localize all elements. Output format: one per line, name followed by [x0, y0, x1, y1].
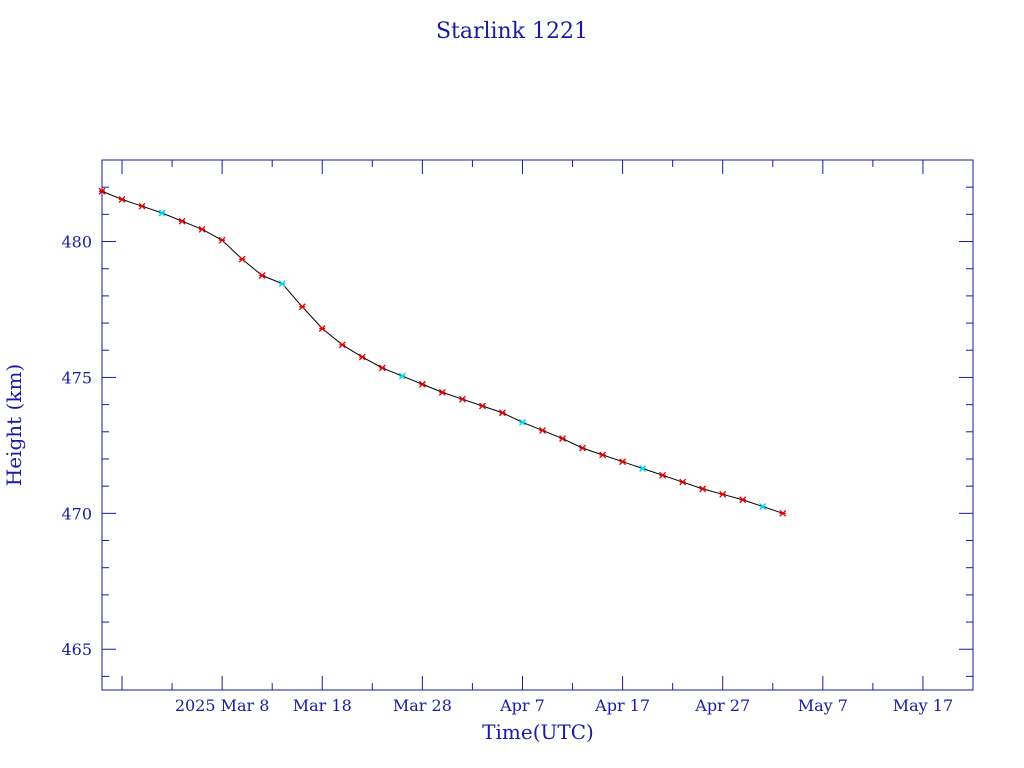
x-tick-label: Mar 28 [393, 696, 452, 715]
data-point [619, 458, 627, 466]
x-tick-label: 2025 Mar 8 [175, 696, 270, 715]
data-point [579, 444, 587, 452]
data-point [198, 225, 206, 233]
data-point [218, 236, 226, 244]
data-point [478, 402, 486, 410]
y-tick-label: 465 [61, 640, 92, 659]
data-point [639, 465, 647, 472]
data-point [358, 353, 366, 361]
data-point [98, 187, 106, 195]
data-point [278, 280, 286, 288]
data-point [318, 325, 326, 332]
data-point [438, 388, 446, 396]
y-tick-label: 475 [61, 368, 92, 387]
data-point [719, 490, 727, 498]
data-point [759, 503, 767, 510]
series-line [101, 190, 783, 514]
x-tick-label: Apr 17 [594, 696, 650, 715]
data-point [398, 372, 406, 380]
data-point [679, 478, 687, 486]
y-tick-label: 470 [61, 504, 92, 523]
chart-title: Starlink 1221 [436, 19, 588, 44]
data-point [298, 303, 306, 311]
data-point [499, 409, 506, 417]
data-point [418, 380, 426, 388]
data-point [118, 195, 126, 203]
data-point [599, 451, 607, 459]
data-point [338, 341, 346, 349]
data-point [238, 255, 246, 263]
data-point [559, 435, 566, 443]
y-tick-label: 480 [61, 233, 92, 252]
data-point [158, 209, 166, 217]
y-axis-label: Height (km) [2, 364, 26, 486]
x-tick-label: Apr 7 [499, 696, 545, 715]
data-point [779, 509, 787, 517]
data-point [458, 395, 466, 403]
data-point [659, 471, 667, 479]
plot-frame [101, 159, 974, 691]
x-tick-label: May 17 [893, 696, 953, 715]
x-tick-label: May 7 [798, 696, 848, 715]
data-point [519, 418, 526, 426]
x-tick-label: Mar 18 [293, 696, 352, 715]
data-point [258, 272, 266, 279]
data-point [699, 485, 707, 493]
x-tick-label: Apr 27 [694, 696, 750, 715]
data-point [539, 426, 546, 434]
data-point [378, 364, 386, 372]
data-point [739, 496, 747, 504]
x-axis-label: Time(UTC) [482, 720, 594, 744]
data-point [138, 202, 146, 210]
data-point [178, 217, 186, 225]
